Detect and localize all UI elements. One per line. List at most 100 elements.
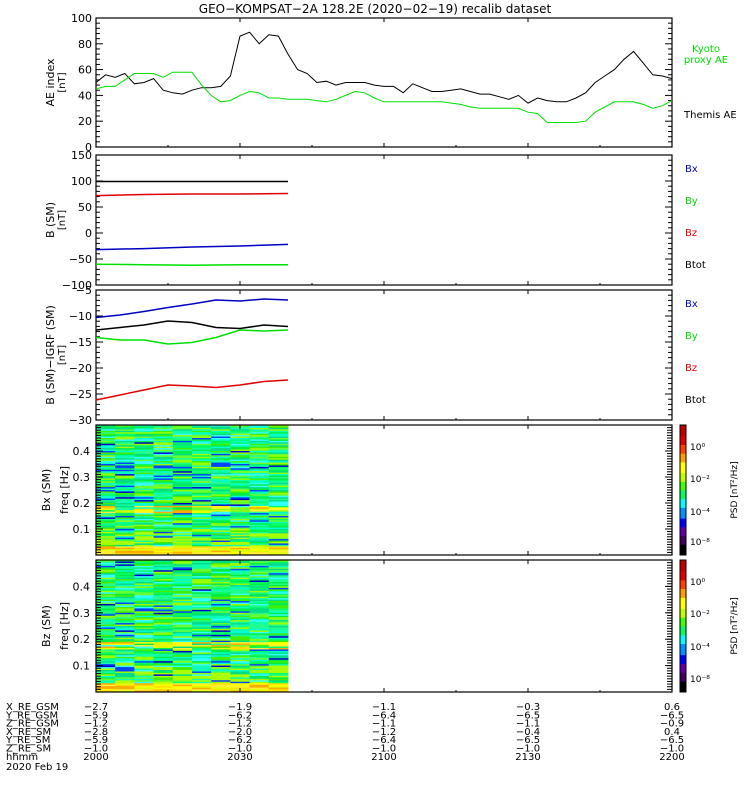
- spectrogram-cell: [249, 633, 270, 636]
- spectrogram-cell: [249, 529, 270, 531]
- spectrogram-cell: [115, 461, 135, 463]
- spectrogram-cell: [115, 488, 135, 491]
- spectrogram-cell: [115, 615, 135, 618]
- spectrogram-cell: [249, 684, 270, 687]
- spectrogram-cell: [96, 656, 116, 659]
- spectrogram-cell: [115, 612, 135, 615]
- spectrogram-cell: [115, 665, 135, 668]
- spectrogram-cell: [192, 508, 212, 511]
- spectrogram-cell: [153, 517, 174, 520]
- spectrogram-cell: [192, 590, 212, 593]
- spectrogram-cell: [211, 449, 231, 452]
- spectrogram-cell: [211, 599, 231, 602]
- spectrogram-cell: [134, 579, 155, 581]
- spectrogram-cell: [230, 500, 251, 502]
- spectrogram-cell: [153, 580, 174, 583]
- spectrogram-cell: [230, 564, 251, 567]
- spectrogram-cell: [172, 602, 193, 605]
- spectrogram-cell: [172, 689, 193, 691]
- spectrogram-cell: [172, 492, 193, 495]
- colorbar-segment: [680, 539, 686, 543]
- spectrogram-cell: [153, 516, 174, 518]
- spectrogram-cell: [249, 649, 270, 652]
- spectrogram-cell: [249, 443, 270, 446]
- spectrogram-cell: [230, 658, 251, 661]
- spectrogram-cell: [172, 683, 193, 686]
- spectrogram-cell: [172, 430, 193, 433]
- spectrogram-cell: [96, 605, 116, 608]
- spectrogram-cell: [230, 633, 251, 636]
- spectrogram-cell: [134, 661, 155, 664]
- spectrogram-cell: [230, 631, 251, 634]
- spectrogram-cell: [115, 590, 135, 593]
- y-tick-label: 0.3: [73, 471, 91, 484]
- spectrogram-cell: [115, 671, 135, 674]
- spectrogram-cell: [134, 440, 155, 443]
- spectrogram-cell: [249, 667, 270, 669]
- spectrogram-cell: [268, 665, 289, 668]
- spectrogram-cell: [153, 475, 174, 478]
- spectrogram-cell: [134, 583, 155, 586]
- spectrogram-cell: [153, 614, 174, 617]
- spectrogram-cell: [153, 524, 174, 527]
- spectrogram-cell: [249, 440, 270, 443]
- spectrogram-cell: [134, 650, 155, 653]
- spectrogram-cell: [211, 646, 231, 649]
- spectrogram-cell: [134, 544, 155, 547]
- spectrogram-cell: [115, 453, 135, 456]
- spectrogram-cell: [249, 500, 270, 502]
- spectrogram-cell: [249, 520, 270, 523]
- spectrogram-cell: [134, 482, 155, 485]
- spectrogram-cell: [192, 507, 212, 510]
- spectrogram-cell: [268, 618, 289, 621]
- spectrogram-cell: [115, 481, 135, 484]
- spectrogram-cell: [134, 465, 155, 468]
- spectrogram-cell: [96, 530, 116, 533]
- spectrogram-cell: [268, 539, 289, 541]
- spectrogram-cell: [192, 518, 212, 521]
- spectrogram-cell: [249, 650, 270, 653]
- spectrogram-cell: [96, 609, 116, 612]
- spectrogram-cell: [153, 497, 174, 500]
- colorbar-segment: [680, 672, 686, 675]
- spectrogram-cell: [192, 587, 212, 590]
- spectrogram-cell: [115, 675, 135, 678]
- spectrogram-cell: [249, 598, 270, 600]
- spectrogram-cell: [211, 648, 231, 650]
- spectrogram-cell: [230, 599, 251, 602]
- spectrogram-cell: [153, 462, 174, 465]
- spectrogram-cell: [249, 482, 270, 485]
- spectrogram-cell: [249, 593, 270, 596]
- spectrogram-cell: [192, 571, 212, 574]
- spectrogram-cell: [211, 488, 231, 491]
- spectrogram-cell: [249, 602, 270, 605]
- spectrogram-cell: [172, 671, 193, 674]
- spectrogram-cell: [211, 592, 231, 595]
- spectrogram-cell: [172, 488, 193, 491]
- spectrogram-cell: [153, 670, 174, 672]
- spectrogram-cell: [268, 456, 289, 459]
- spectrogram-cell: [153, 490, 174, 492]
- spectrogram-cell: [249, 587, 270, 590]
- colorbar-segment: [680, 656, 686, 660]
- spectrogram-cell: [115, 583, 135, 586]
- spectrogram-cell: [268, 583, 289, 586]
- spectrogram-cell: [96, 537, 116, 540]
- spectrogram-cell: [153, 626, 174, 628]
- spectrogram-cell: [96, 634, 116, 637]
- spectrogram-cell: [249, 659, 270, 662]
- spectrogram-cell: [153, 534, 174, 537]
- spectrogram-cell: [134, 593, 155, 596]
- spectrogram-cell: [211, 577, 231, 580]
- spectrogram-cell: [172, 593, 193, 596]
- spectrogram-cell: [96, 490, 116, 492]
- spectrogram-cell: [230, 567, 251, 570]
- spectrogram-cell: [230, 608, 251, 611]
- spectrogram-cell: [249, 435, 270, 437]
- spectrogram-cell: [230, 674, 251, 677]
- spectrogram-cell: [115, 614, 135, 617]
- spectrogram-cell: [211, 642, 231, 644]
- spectrogram-cell: [192, 445, 212, 448]
- spectrogram-cell: [153, 487, 174, 489]
